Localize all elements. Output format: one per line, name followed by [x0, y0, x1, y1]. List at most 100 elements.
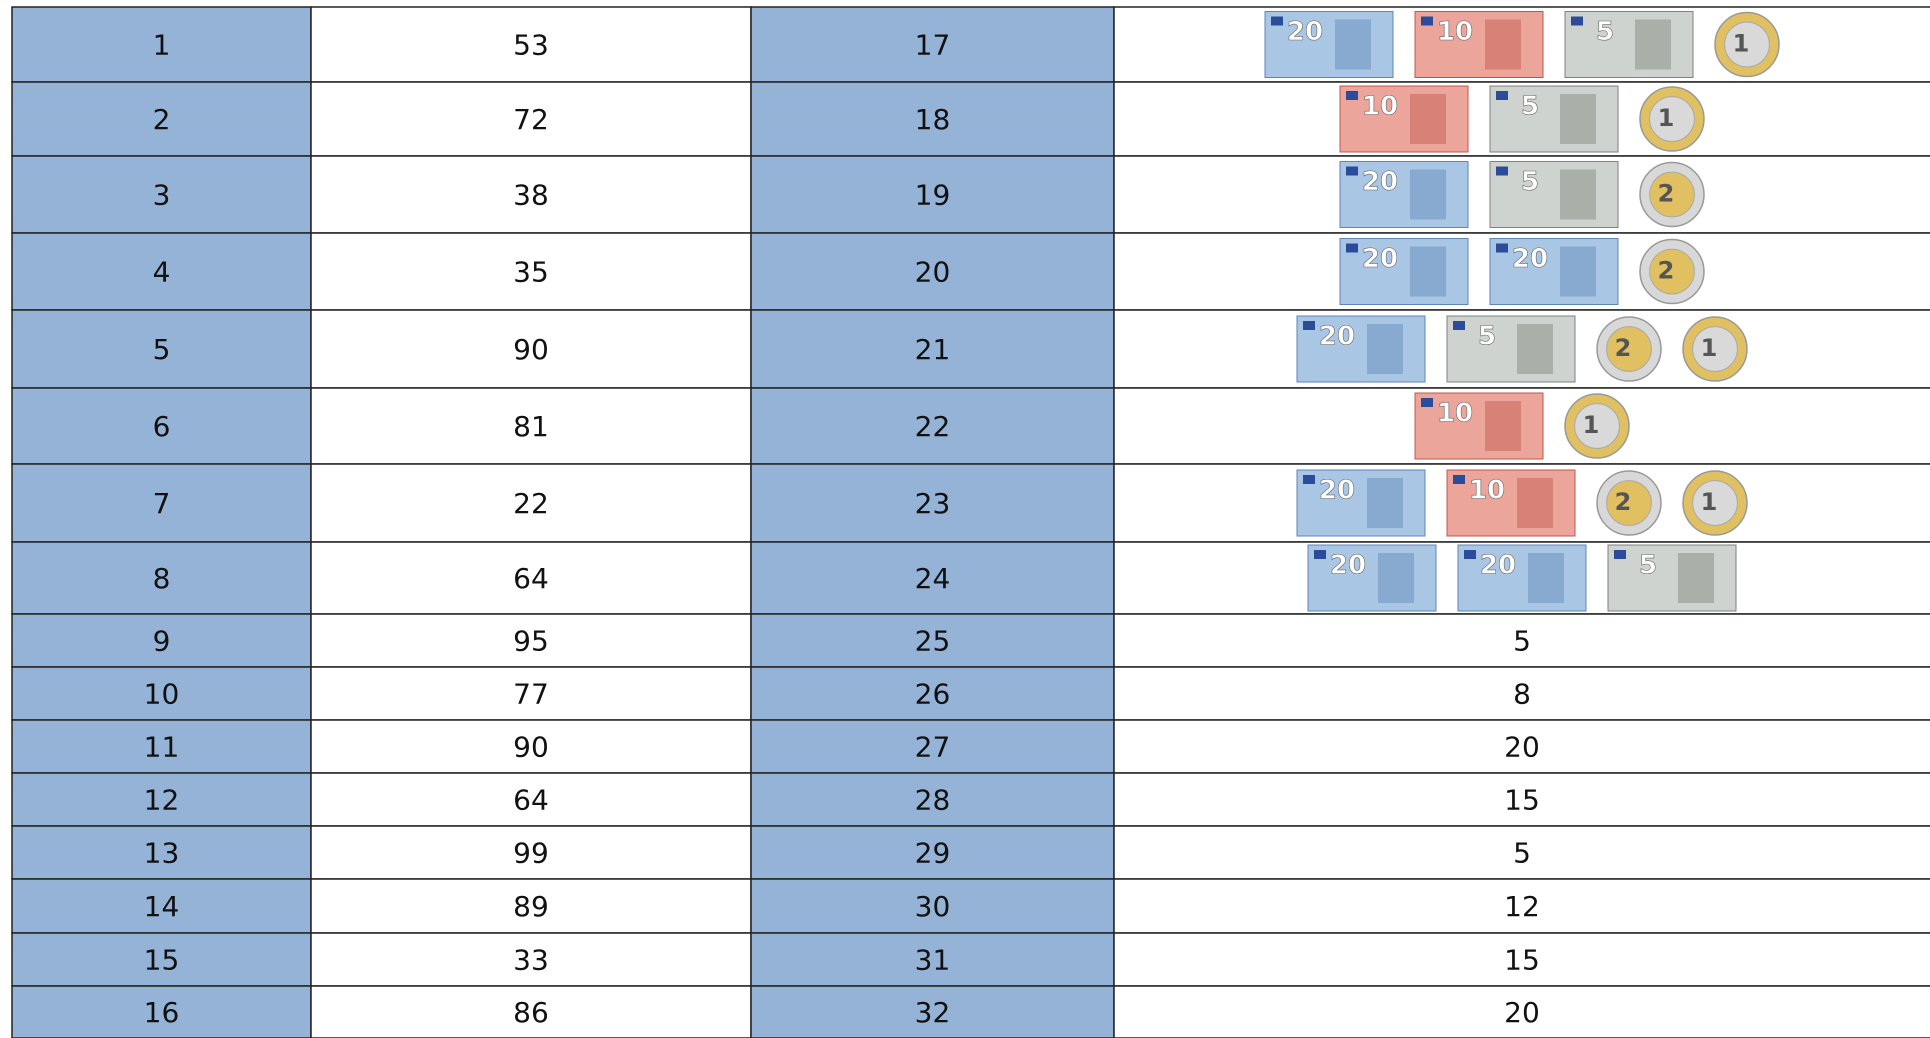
cell-text: 33 [513, 944, 549, 977]
cell-text: 64 [513, 562, 549, 595]
banknote: 20 [1458, 545, 1586, 611]
banknote-flag [1496, 167, 1508, 176]
cell-text: 28 [915, 784, 951, 817]
banknote-label: 5 [1521, 92, 1539, 122]
banknote-window [1635, 20, 1671, 70]
banknote-body [1458, 545, 1586, 611]
banknote-label: 5 [1478, 322, 1496, 352]
banknote: 5 [1447, 316, 1575, 382]
cell-text: 19 [915, 179, 951, 212]
banknote: 5 [1608, 545, 1736, 611]
cell-text: 22 [915, 410, 951, 443]
cell-text: 2 [153, 103, 171, 136]
coin: 1 [1715, 13, 1779, 77]
cell-text: 30 [915, 890, 951, 923]
banknote-window [1560, 247, 1596, 297]
banknote-label: 5 [1639, 551, 1657, 581]
banknote-flag [1614, 550, 1626, 559]
cell-text: 16 [144, 996, 180, 1029]
banknote-window [1485, 401, 1521, 451]
cell-text: 64 [513, 784, 549, 817]
cell-text: 20 [1504, 996, 1540, 1029]
banknote-window [1378, 553, 1414, 603]
banknote-flag [1453, 321, 1465, 330]
cell-text: 14 [144, 890, 180, 923]
cell-text: 5 [1513, 837, 1531, 870]
banknote-body [1415, 12, 1543, 78]
banknote-body [1415, 393, 1543, 459]
coin: 2 [1597, 471, 1661, 535]
cell-text: 89 [513, 890, 549, 923]
banknote-flag [1346, 244, 1358, 253]
banknote-label: 20 [1330, 551, 1366, 581]
cell-text: 27 [915, 731, 951, 764]
banknote: 5 [1490, 86, 1618, 152]
cell-text: 10 [144, 678, 180, 711]
cell-text: 31 [915, 944, 951, 977]
cell-text: 35 [513, 256, 549, 289]
banknote-body [1608, 545, 1736, 611]
cell-text: 21 [915, 333, 951, 366]
banknote-label: 10 [1437, 399, 1473, 429]
banknote-window [1528, 553, 1564, 603]
cell-text: 77 [513, 678, 549, 711]
banknote-window [1560, 94, 1596, 144]
banknote-body [1447, 470, 1575, 536]
cell-text: 22 [513, 487, 549, 520]
cell-text: 25 [915, 625, 951, 658]
banknote-label: 5 [1521, 167, 1539, 197]
coin-label: 2 [1615, 334, 1632, 362]
banknote-body [1490, 86, 1618, 152]
cell-text: 6 [153, 410, 171, 443]
banknote-label: 20 [1319, 322, 1355, 352]
coin-label: 2 [1658, 257, 1675, 285]
cell-text: 86 [513, 996, 549, 1029]
banknote: 20 [1265, 12, 1393, 78]
banknote-flag [1421, 398, 1433, 407]
banknote: 20 [1490, 239, 1618, 305]
coin-label: 2 [1658, 180, 1675, 208]
cell-text: 8 [1513, 678, 1531, 711]
banknote-label: 10 [1469, 476, 1505, 506]
cell-text: 38 [513, 179, 549, 212]
banknote-label: 20 [1362, 244, 1398, 274]
cell-text: 20 [1504, 731, 1540, 764]
cell-text: 26 [915, 678, 951, 711]
banknote-window [1485, 20, 1521, 70]
banknote-label: 20 [1480, 551, 1516, 581]
banknote-body [1490, 162, 1618, 228]
banknote: 10 [1340, 86, 1468, 152]
cell-text: 1 [153, 29, 171, 62]
banknote-window [1678, 553, 1714, 603]
banknote-body [1265, 12, 1393, 78]
coin: 1 [1683, 317, 1747, 381]
banknote-body [1340, 162, 1468, 228]
coin: 1 [1640, 87, 1704, 151]
banknote-flag [1421, 17, 1433, 26]
cell-text: 20 [915, 256, 951, 289]
cell-text: 7 [153, 487, 171, 520]
coin: 2 [1640, 240, 1704, 304]
banknote-flag [1303, 321, 1315, 330]
banknote-label: 20 [1287, 17, 1323, 47]
banknote-window [1517, 324, 1553, 374]
cell-text: 13 [144, 837, 180, 870]
cell-text: 32 [915, 996, 951, 1029]
banknote-flag [1496, 244, 1508, 253]
coin-label: 1 [1701, 488, 1718, 516]
banknote: 5 [1490, 162, 1618, 228]
banknote: 20 [1340, 239, 1468, 305]
banknote-flag [1453, 475, 1465, 484]
cell-text: 18 [915, 103, 951, 136]
cell-text: 90 [513, 731, 549, 764]
cell-text: 53 [513, 29, 549, 62]
banknote: 10 [1415, 12, 1543, 78]
coin: 1 [1683, 471, 1747, 535]
banknote-window [1367, 478, 1403, 528]
coin-label: 2 [1615, 488, 1632, 516]
coin-label: 1 [1583, 411, 1600, 439]
cell-text: 5 [153, 333, 171, 366]
banknote-body [1447, 316, 1575, 382]
coin-label: 1 [1733, 30, 1750, 58]
banknote-window [1517, 478, 1553, 528]
